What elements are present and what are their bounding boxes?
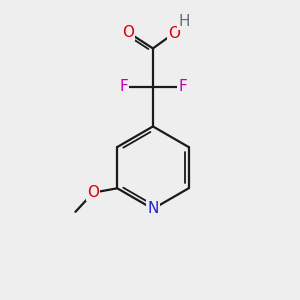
Text: N: N <box>147 201 159 216</box>
Text: O: O <box>168 26 180 40</box>
Text: F: F <box>178 79 187 94</box>
Text: O: O <box>87 185 99 200</box>
Text: O: O <box>122 25 134 40</box>
Text: F: F <box>119 79 128 94</box>
Text: H: H <box>179 14 190 29</box>
